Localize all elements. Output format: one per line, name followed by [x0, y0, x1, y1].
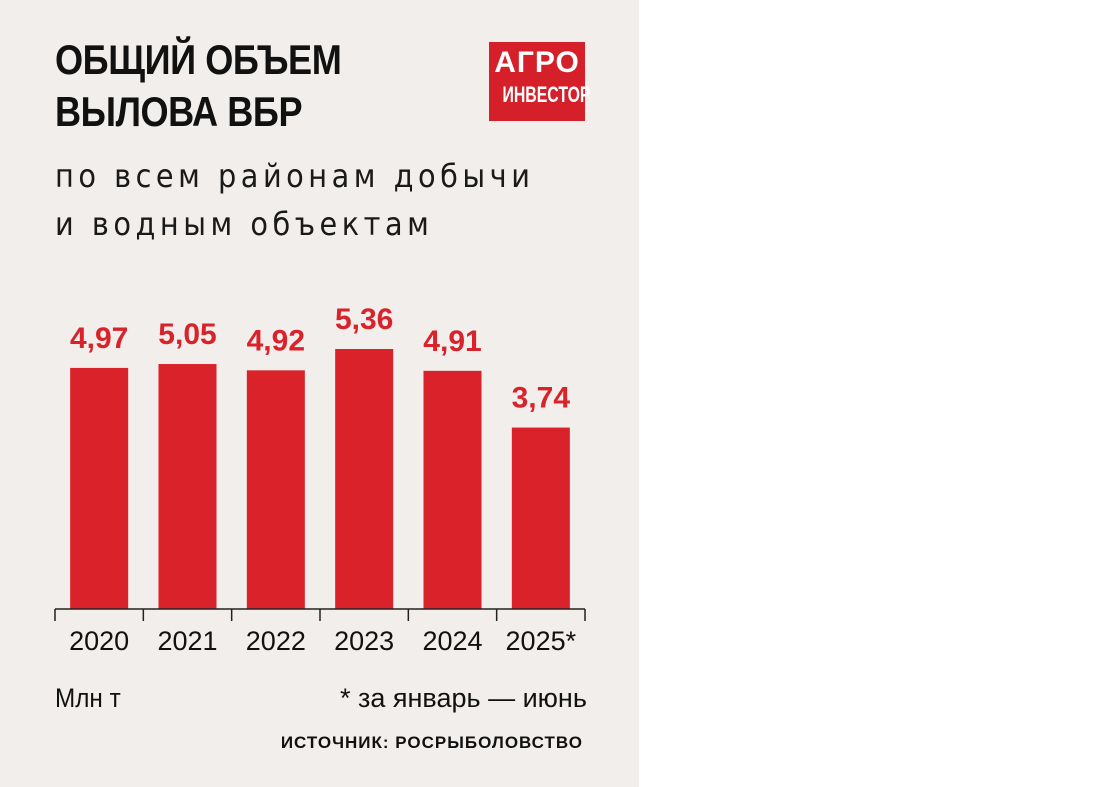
x-tick-label: 2024	[422, 626, 482, 656]
subtitle-line-2: и водным объектам	[55, 205, 434, 243]
bar-2023	[335, 349, 394, 609]
bars-layer: 4,97 5,05 4,92 5,36 4,91 3,74	[70, 303, 570, 609]
bar-chart: 4,97 5,05 4,925,364,913,74 2020 2021 2022 202…	[54, 303, 586, 656]
x-tick-label: 2020	[69, 626, 129, 656]
x-tick-label: 2022	[246, 626, 306, 656]
bar-2024	[423, 370, 482, 609]
footnote: * за январь — июнь	[340, 683, 587, 713]
source-label: ИСТОЧНИК: РОСРЫБОЛОВСТВО	[280, 733, 583, 752]
value-label: 5,05	[158, 318, 216, 351]
logo-line-1: АГРО	[494, 46, 580, 79]
agroinvestor-logo: АГРО ИНВЕСТОР	[489, 42, 590, 121]
value-label: 4,91	[423, 325, 481, 358]
unit-label: Млн т	[55, 683, 121, 713]
bar-2025*	[511, 427, 570, 609]
value-label: 5,36	[335, 303, 393, 336]
title-line-2: ВЫЛОВА ВБР	[55, 88, 303, 135]
x-tick-label: 2025*	[506, 626, 577, 656]
bar-2021	[158, 364, 217, 609]
title-line-1: ОБЩИЙ ОБЪЕМ	[55, 36, 342, 83]
chart-title: ОБЩИЙ ОБЪЕМ ВЫЛОВА ВБР	[55, 34, 342, 138]
x-tick-label: 2023	[334, 626, 394, 656]
x-tick-label: 2021	[157, 626, 217, 656]
chart-subtitle: по всем районам добычи и водным объектам	[55, 152, 534, 248]
value-label: 3,74	[512, 382, 571, 415]
value-label: 4,97	[70, 322, 128, 355]
value-label: 4,92	[247, 324, 305, 357]
bar-2020	[70, 367, 129, 609]
bar-2022	[246, 370, 305, 609]
x-axis: 2020 2021 2022 2023 2024 2025*	[54, 608, 586, 656]
subtitle-line-1: по всем районам добычи	[55, 157, 535, 195]
